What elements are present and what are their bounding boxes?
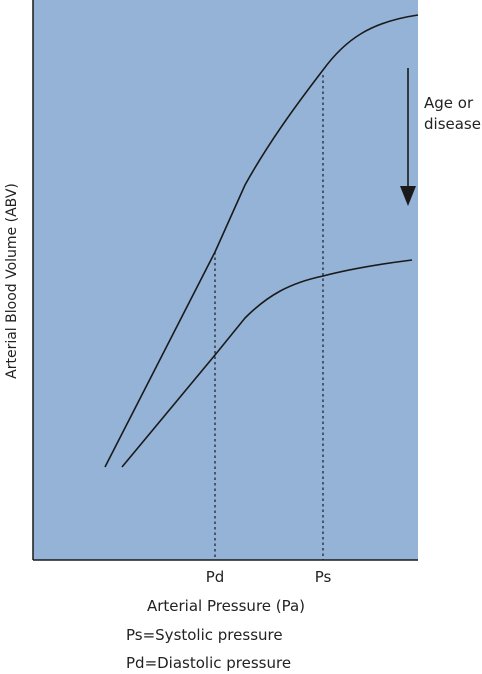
x-tick-label-pd: Pd bbox=[205, 568, 225, 586]
legend-ps: Ps=Systolic pressure bbox=[126, 626, 283, 644]
legend-pd: Pd=Diastolic pressure bbox=[126, 654, 292, 672]
age-or-disease-annotation: Age or disease bbox=[424, 93, 481, 135]
y-axis-label: Arterial Blood Volume (ABV) bbox=[4, 183, 20, 379]
upper-curve bbox=[104, 14, 419, 468]
annotation-line-1: Age or bbox=[424, 94, 474, 112]
down-arrow-icon bbox=[400, 68, 416, 206]
lower-curve bbox=[121, 259, 413, 468]
plot-area bbox=[33, 0, 418, 560]
x-tick-label-ps: Ps bbox=[314, 568, 332, 586]
annotation-line-2: disease bbox=[424, 115, 481, 133]
x-axis-label: Arterial Pressure (Pa) bbox=[146, 597, 306, 615]
